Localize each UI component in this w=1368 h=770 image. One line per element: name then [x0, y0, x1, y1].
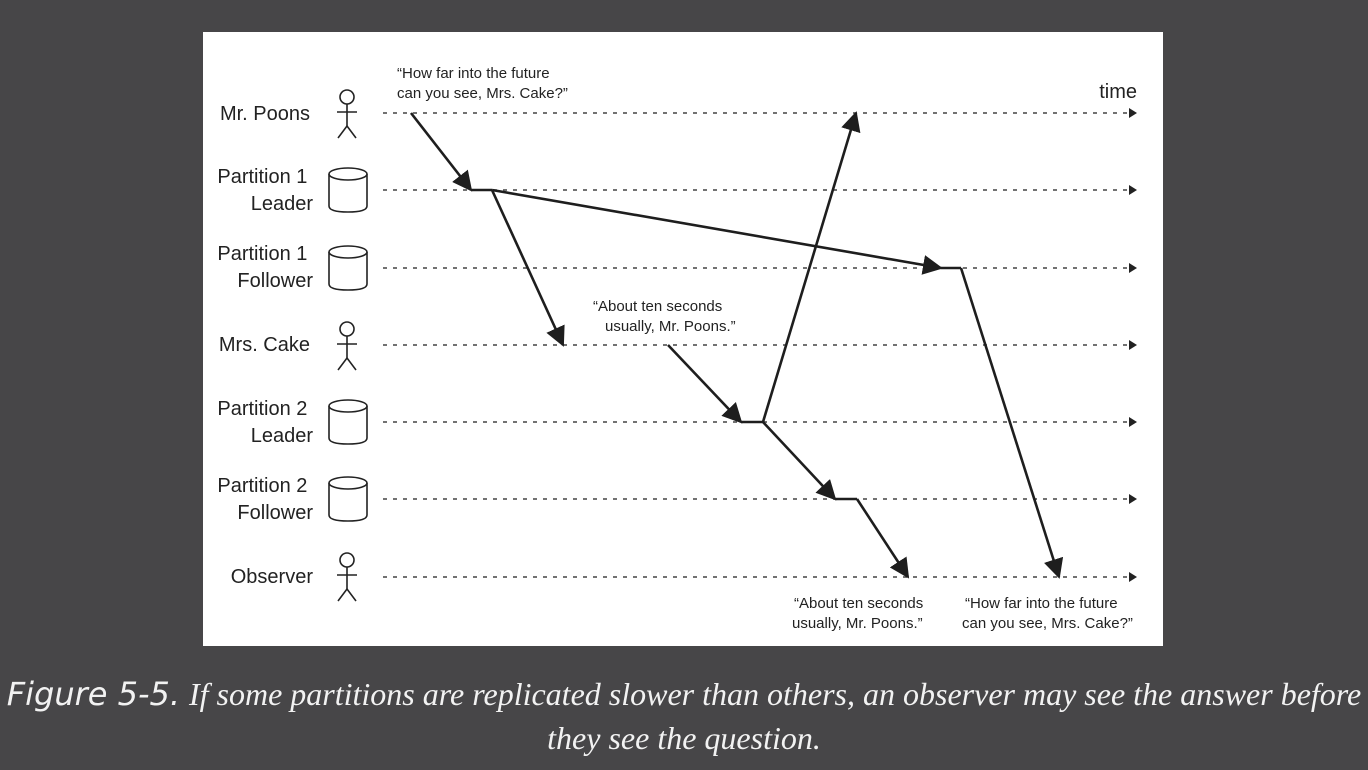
lane-label-partition-2-follower: Partition 2 Follower [217, 475, 313, 524]
time-label: time [1099, 81, 1137, 103]
database-icon [328, 167, 368, 213]
lane-label-mrs-cake: Mrs. Cake [219, 334, 310, 356]
message-answer-to-mr-poons [761, 111, 861, 423]
quote-question-top: “How far into the future can you see, Mr… [397, 65, 568, 102]
lane-label-partition-1-follower: Partition 1 Follower [217, 243, 313, 292]
person-icon [337, 89, 357, 139]
lane-label-observer: Observer [231, 566, 314, 588]
diagram-canvas: time Mr. Poons Partition 1 Leader Partit… [217, 65, 1137, 632]
sequence-diagram: time Mr. Poons Partition 1 Leader Partit… [203, 32, 1163, 646]
timeline-arrowhead [1129, 263, 1137, 273]
timeline-arrowhead [1129, 417, 1137, 427]
timeline-arrowhead [1129, 340, 1137, 350]
message-question-to-mrs-cake [490, 189, 565, 347]
message-answer-to-p2-leader [667, 344, 743, 424]
lane-label-mr-poons: Mr. Poons [220, 103, 310, 125]
timeline-arrowhead [1129, 494, 1137, 504]
replication-p1-leader-to-follower [491, 188, 943, 275]
figure-caption: Figure 5-5. If some partitions are repli… [0, 672, 1368, 760]
person-icon [337, 552, 357, 602]
database-icon [328, 245, 368, 291]
figure-number: Figure 5-5. [6, 675, 181, 713]
database-icon [328, 399, 368, 445]
figure-caption-text: If some partitions are replicated slower… [188, 676, 1362, 756]
person-icon [337, 321, 357, 371]
quote-answer-bottom: “About ten seconds usually, Mr. Poons.” [792, 595, 927, 632]
message-answer-to-observer [855, 498, 910, 579]
message-question-to-observer [959, 267, 1064, 579]
timeline-arrowhead [1129, 185, 1137, 195]
quote-question-bottom: “How far into the future can you see, Mr… [962, 595, 1133, 632]
quote-answer-mid: “About ten seconds usually, Mr. Poons.” [593, 298, 736, 335]
lane-label-partition-1-leader: Partition 1 Leader [217, 166, 313, 215]
database-icon [328, 476, 368, 522]
replication-p2-leader-to-follower [762, 421, 837, 501]
timeline-arrowhead [1129, 108, 1137, 118]
message-question-to-p1-leader [409, 112, 473, 192]
timeline-arrowhead [1129, 572, 1137, 582]
lane-label-partition-2-leader: Partition 2 Leader [217, 398, 313, 447]
